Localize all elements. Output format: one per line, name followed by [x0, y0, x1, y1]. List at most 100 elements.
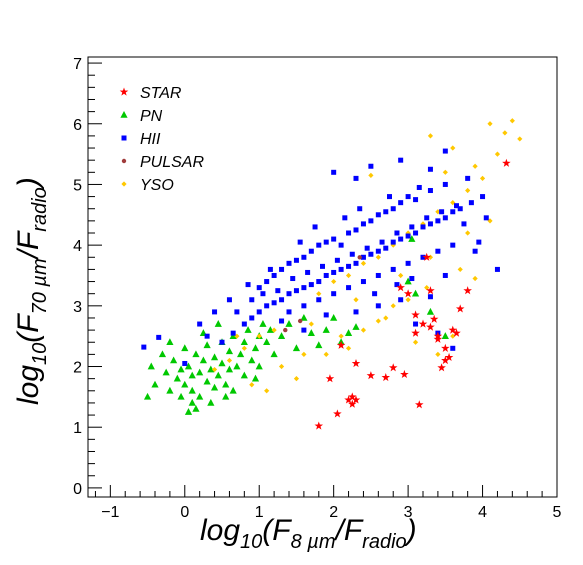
point-yso	[249, 382, 255, 388]
point-pn	[184, 362, 193, 370]
point-hii	[427, 166, 433, 172]
point-hii	[368, 251, 374, 257]
point-yso	[427, 133, 434, 139]
point-hii	[368, 218, 374, 224]
point-hii	[256, 285, 262, 291]
point-star	[325, 374, 335, 383]
point-star	[415, 400, 424, 409]
point-yso	[405, 230, 411, 236]
point-hii	[249, 297, 255, 303]
point-hii	[472, 248, 478, 254]
point-hii	[212, 309, 218, 315]
point-star	[463, 286, 472, 295]
point-pn	[292, 344, 301, 352]
point-hii	[234, 309, 240, 315]
point-star	[348, 392, 357, 401]
point-pn	[147, 362, 155, 370]
point-hii	[465, 175, 471, 181]
point-hii	[349, 251, 355, 257]
point-hii	[383, 245, 389, 251]
point-hii	[323, 239, 329, 245]
point-yso	[465, 187, 471, 194]
point-yso	[308, 321, 314, 327]
point-hii	[353, 175, 359, 181]
legend: STAR PN HII PULSAR YSO	[119, 85, 204, 194]
point-pn	[426, 307, 435, 315]
point-hii	[375, 212, 381, 218]
point-yso	[226, 357, 233, 364]
x-axis-title: log10(F8 µm/Fradio)	[200, 514, 417, 553]
point-yso	[405, 297, 411, 303]
point-pn	[214, 320, 222, 327]
point-hii	[468, 200, 474, 206]
point-yso	[472, 163, 478, 169]
point-star	[433, 334, 443, 343]
point-hii	[435, 248, 441, 254]
point-pn	[151, 380, 159, 388]
point-hii	[409, 224, 415, 230]
point-pn	[285, 320, 293, 327]
point-hii	[301, 327, 307, 333]
point-pn	[251, 344, 260, 352]
point-yso	[345, 272, 352, 279]
point-hii	[375, 248, 381, 254]
point-yso	[331, 278, 337, 285]
point-pn	[184, 408, 193, 415]
point-hii	[331, 236, 337, 242]
x-tick-label: −1	[101, 504, 119, 521]
point-yso	[390, 303, 396, 309]
point-yso	[211, 366, 218, 373]
point-hii	[204, 333, 210, 339]
legend-label: HII	[140, 131, 161, 148]
point-hii	[156, 334, 162, 340]
point-star	[437, 363, 446, 372]
point-pn	[222, 380, 230, 388]
y-tick-label: 3	[73, 299, 82, 316]
legend-marker-star	[119, 87, 129, 96]
legend-marker-pn	[120, 111, 128, 118]
point-pn	[240, 371, 248, 379]
point-hii	[338, 266, 344, 272]
point-star	[441, 343, 450, 352]
point-pn	[259, 320, 267, 327]
point-hii	[398, 236, 404, 242]
legend-item-star: STAR	[119, 85, 182, 102]
point-yso	[360, 327, 367, 333]
series-star	[314, 158, 511, 430]
point-pn	[237, 350, 245, 358]
point-pn	[240, 338, 248, 346]
y-tick-label: 0	[73, 481, 82, 498]
point-pn	[188, 398, 196, 406]
point-hii	[346, 230, 352, 236]
point-hii	[293, 288, 299, 294]
point-yso	[465, 230, 471, 236]
point-hii	[427, 221, 433, 227]
x-tick-label: 0	[180, 504, 189, 521]
x-tick-label: 5	[553, 504, 562, 521]
point-yso	[301, 351, 307, 357]
point-hii	[297, 239, 303, 245]
point-star	[344, 395, 353, 404]
point-hii	[413, 321, 419, 327]
point-hii	[305, 269, 311, 275]
point-hii	[420, 224, 426, 230]
legend-label: STAR	[140, 85, 182, 102]
point-hii	[323, 272, 329, 278]
x-tick-label: 1	[255, 504, 264, 521]
point-hii	[316, 279, 322, 285]
point-pn	[218, 359, 226, 367]
point-pulsar	[297, 318, 303, 324]
x-tick-label: 4	[478, 504, 487, 521]
point-hii	[245, 282, 251, 288]
point-star	[403, 289, 413, 298]
point-yso	[241, 345, 247, 351]
point-hii	[461, 221, 467, 227]
point-hii	[442, 148, 448, 154]
point-hii	[353, 260, 359, 266]
point-star	[336, 340, 346, 349]
point-pn	[266, 326, 274, 333]
y-tick-label: 4	[73, 238, 82, 255]
point-yso	[264, 388, 270, 394]
point-pn	[173, 374, 181, 382]
